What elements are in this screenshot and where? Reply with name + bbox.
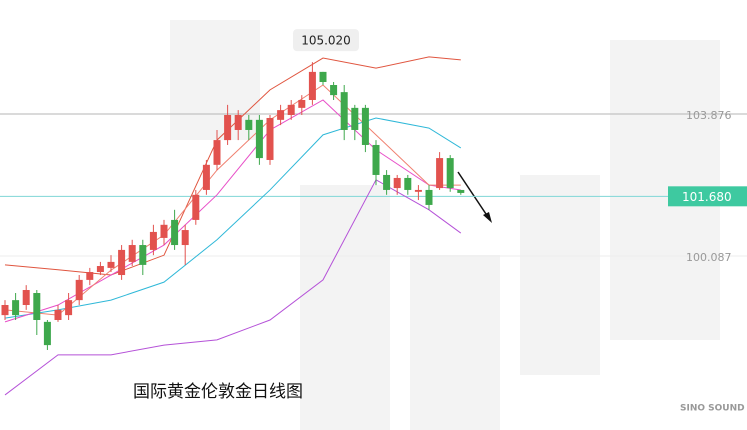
candle-body (414, 189, 422, 192)
last-price-label: 101.680 (682, 190, 732, 204)
indicator-line (4, 99, 461, 323)
candle-body (202, 164, 210, 190)
candle-body (43, 321, 51, 346)
candle-body (86, 272, 94, 280)
indicator-line (4, 179, 462, 396)
candle-body (319, 71, 327, 83)
candle-body (128, 245, 136, 262)
candle-body (75, 279, 83, 301)
candle-body (351, 107, 359, 130)
candle-body (287, 104, 295, 115)
candle-body (192, 194, 200, 220)
chart-title: 国际黄金伦敦金日线图 (133, 382, 303, 402)
candle-body (65, 300, 73, 316)
candle-body (22, 290, 30, 306)
candle-body (330, 85, 338, 96)
y-tick-label: 100.087 (686, 251, 732, 264)
candle-body (213, 140, 221, 165)
candle-body (266, 117, 274, 160)
indicator-line (4, 84, 461, 316)
candle-body (298, 99, 306, 108)
watermark: SINO SOUND (680, 404, 745, 414)
candle-body (96, 266, 104, 273)
indicator-line (4, 56, 461, 276)
candle-body (361, 107, 369, 145)
candle-body (308, 71, 316, 100)
candle-body (457, 189, 465, 193)
indicator-line (4, 117, 462, 319)
y-tick-label: 103.876 (686, 109, 732, 122)
candle-body (234, 114, 242, 130)
candle-body (33, 293, 41, 320)
candle-body (277, 110, 285, 120)
candle-body (255, 119, 263, 159)
high-callout (293, 29, 359, 52)
candle-body (12, 300, 20, 316)
candle-body (171, 219, 179, 246)
candle-body (107, 261, 115, 268)
candle-body (149, 231, 157, 250)
candle-body (372, 144, 380, 175)
candle-body (446, 158, 454, 189)
candle-body (1, 305, 9, 316)
candle-body (383, 174, 391, 190)
background-decor (170, 20, 720, 430)
candle-body (54, 309, 62, 320)
candle-body (393, 177, 401, 189)
candle-body (425, 189, 433, 205)
candle-body (224, 114, 232, 141)
candle-body (118, 249, 126, 276)
candle-body (181, 230, 189, 246)
candle-body (404, 177, 412, 190)
candle-body (340, 92, 348, 130)
candle-body (436, 158, 444, 189)
high-label: 105.020 (301, 34, 351, 48)
candle-body (139, 245, 147, 265)
arrow-head (483, 212, 492, 223)
last-price-box (668, 186, 747, 207)
candle-body (160, 224, 168, 238)
candle-body (245, 119, 253, 130)
